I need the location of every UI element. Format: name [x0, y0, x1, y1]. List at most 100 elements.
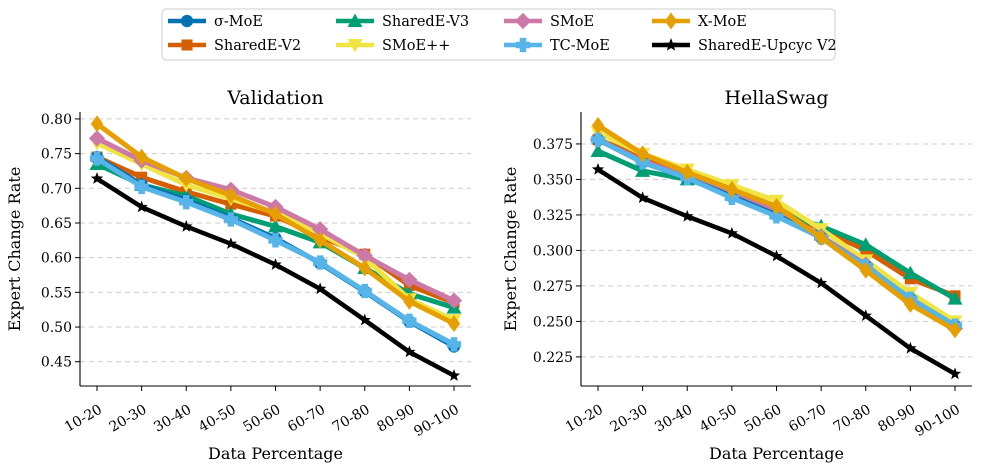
y-axis-title: Expert Change Rate: [501, 167, 520, 332]
data-point-smoe: [312, 221, 329, 238]
panel-title: HellaSwag: [724, 87, 828, 109]
hellaswag-panel: 0.225 0.250 0.275 0.300 0.325 0.350 0.375 10-20…: [501, 87, 972, 463]
x-axis-title: Data Percentage: [208, 444, 343, 463]
data-point-sharede-v3: [590, 143, 606, 158]
data-point-x-moe: [948, 321, 962, 339]
series-line-sharede-v3: [596, 148, 957, 301]
legend-entry-smoeplusplus: SMoE++: [336, 38, 450, 54]
x-tick-label: 20-30: [107, 402, 150, 436]
data-point-x-moe: [90, 115, 104, 133]
data-point-tc-moe: [268, 233, 283, 248]
series-x-moe: [90, 115, 461, 333]
data-point-sharede-upcyc-v2: [224, 237, 238, 250]
legend-entry-x-moe: X-MoE: [652, 12, 747, 30]
legend-entry-tc-moe: TC-MoE: [504, 37, 610, 54]
data-point-x-moe: [636, 145, 649, 163]
legend-marker-sharede-v2: [181, 39, 193, 51]
y-tick-label: 0.350: [533, 172, 573, 188]
data-point-sharede-v3: [858, 237, 874, 251]
data-point-sharede-upcyc-v2: [636, 191, 649, 204]
data-point-sharede-upcyc-v2: [358, 313, 371, 326]
data-point-tc-moe: [446, 337, 462, 352]
y-tick-label: 0.225: [533, 350, 573, 366]
data-point-sharede-v2: [136, 171, 148, 183]
data-point-tc-moe: [179, 195, 194, 210]
panel-title: Validation: [226, 87, 323, 109]
x-tick-label: 90-100: [411, 402, 462, 440]
data-point-x-moe: [403, 292, 416, 310]
y-tick-label: 0.60: [41, 251, 72, 267]
data-point-tc-moe: [769, 209, 784, 224]
data-point-sharede-upcyc-v2: [814, 276, 828, 289]
series-sharede-upcyc-v2: [90, 172, 461, 381]
data-point-x-moe: [770, 197, 783, 215]
x-tick-label: 80-90: [374, 402, 417, 436]
y-tick-label: 0.65: [41, 216, 72, 232]
data-point-tc-moe: [357, 283, 372, 299]
legend-label-sharede-upcyc-v2: SharedE-Upcyc V2: [698, 38, 837, 54]
x-tick-label: 70-80: [330, 402, 373, 436]
legend-label-sigma-moe: σ-MoE: [214, 14, 263, 30]
y-tick-label: 0.325: [533, 208, 573, 224]
data-point-x-moe: [269, 205, 282, 223]
x-tick-label: 10-20: [62, 402, 105, 436]
y-tick-label: 0.55: [41, 285, 72, 301]
legend-label-x-moe: X-MoE: [698, 14, 747, 30]
data-point-sharede-upcyc-v2: [904, 341, 917, 354]
y-tick-label: 0.250: [533, 314, 573, 330]
x-tick-label: 20-30: [608, 402, 651, 436]
x-tick-label: 90-100: [912, 402, 963, 440]
legend-entry-sharede-v2: SharedE-V2: [168, 38, 301, 54]
data-point-sharede-upcyc-v2: [725, 226, 739, 239]
legend-marker-smoe: [514, 12, 532, 30]
data-point-x-moe: [224, 186, 238, 204]
x-tick-label: 70-80: [831, 402, 874, 436]
x-tick-label: 30-40: [652, 402, 695, 436]
data-point-tc-moe: [402, 313, 417, 328]
data-point-x-moe: [358, 259, 371, 277]
data-point-smoe: [445, 292, 463, 309]
data-point-sharede-upcyc-v2: [859, 309, 872, 321]
series-x-moe: [591, 117, 962, 339]
data-point-x-moe: [814, 229, 828, 247]
x-tick-label: 40-50: [697, 402, 740, 436]
data-point-x-moe: [313, 231, 327, 249]
data-point-sharede-upcyc-v2: [591, 163, 605, 175]
data-point-x-moe: [904, 295, 917, 313]
legend-label-sharede-v3: SharedE-V3: [382, 14, 469, 30]
x-tick-label: 10-20: [563, 402, 606, 436]
y-tick-label: 0.300: [533, 243, 573, 259]
series-line-sigma-moe: [95, 154, 456, 349]
data-point-x-moe: [725, 180, 739, 198]
y-tick-label: 0.80: [41, 112, 72, 128]
legend-marker-sharede-v3: [347, 13, 363, 27]
y-tick-label: 0.275: [533, 279, 573, 295]
y-tick-label: 0.375: [533, 137, 573, 153]
y-tick-label: 0.50: [41, 320, 72, 336]
x-tick-label: 30-40: [151, 402, 194, 436]
x-tick-label: 60-70: [285, 402, 328, 436]
legend-marker-x-moe: [664, 12, 678, 30]
data-point-sharede-v3: [947, 291, 963, 305]
series-sharede-upcyc-v2: [591, 163, 962, 380]
legend-marker-sigma-moe: [180, 14, 194, 28]
data-point-sharede-upcyc-v2: [681, 209, 694, 222]
legend-label-sharede-v2: SharedE-V2: [214, 38, 301, 54]
data-point-sharede-v3: [902, 265, 918, 280]
y-tick-label: 0.75: [41, 147, 72, 163]
data-point-tc-moe: [223, 212, 239, 227]
data-point-sharede-upcyc-v2: [180, 219, 193, 232]
data-point-x-moe: [447, 315, 461, 333]
data-point-sharede-upcyc-v2: [90, 172, 104, 184]
legend-label-tc-moe: TC-MoE: [550, 38, 610, 54]
legend: σ-MoE SharedE-V2 SharedE-V3 SMoE++ SMoE TC-Mo…: [161, 8, 837, 61]
data-point-smoe: [356, 247, 373, 264]
data-point-sharede-upcyc-v2: [948, 367, 962, 380]
data-point-sharede-upcyc-v2: [135, 200, 148, 213]
legend-entry-sharede-upcyc-v2: SharedE-Upcyc V2: [652, 38, 837, 54]
data-point-sharede-upcyc-v2: [403, 345, 416, 358]
y-tick-label: 0.70: [41, 181, 72, 197]
x-tick-label: 50-60: [241, 402, 284, 436]
data-point-tc-moe: [635, 155, 650, 170]
